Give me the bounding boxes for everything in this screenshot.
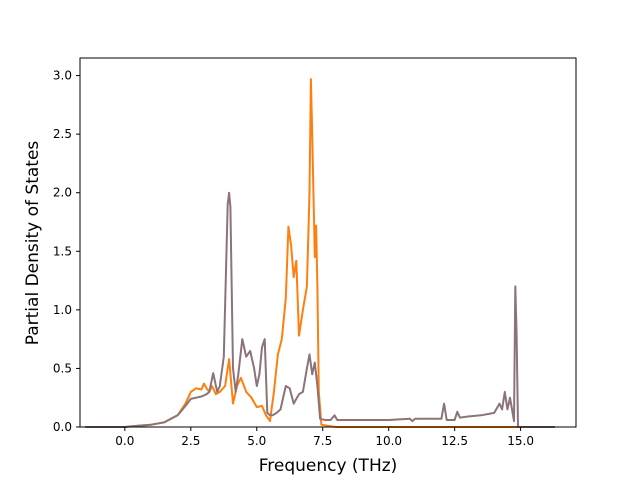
y-tick-label: 0.5 bbox=[53, 361, 72, 375]
y-tick-label: 0.0 bbox=[53, 420, 72, 434]
x-tick-label: 0.0 bbox=[115, 434, 134, 448]
y-tick-label: 1.5 bbox=[53, 244, 72, 258]
x-tick-label: 15.0 bbox=[507, 434, 534, 448]
y-tick-label: 3.0 bbox=[53, 69, 72, 83]
y-tick-label: 2.5 bbox=[53, 127, 72, 141]
y-tick-label: 1.0 bbox=[53, 303, 72, 317]
series-layer bbox=[85, 78, 555, 428]
y-tick-label: 2.0 bbox=[53, 186, 72, 200]
tick-layer: 0.0 2.5 5.0 7.5 10.0 12.5 15.0 0.0 0.5 1.0 1.5 2.0 2… bbox=[53, 69, 534, 448]
x-tick-label: 10.0 bbox=[375, 434, 402, 448]
x-tick-label: 7.5 bbox=[313, 434, 332, 448]
x-tick-label: 5.0 bbox=[247, 434, 266, 448]
axes-frame bbox=[79, 57, 577, 428]
x-tick-label: 2.5 bbox=[181, 434, 200, 448]
y-axis-title: Partial Density of States bbox=[23, 141, 43, 346]
series-line-2 bbox=[85, 191, 555, 428]
x-tick-label: 12.5 bbox=[441, 434, 468, 448]
series-line-1 bbox=[85, 78, 555, 428]
plot-area-frame bbox=[79, 57, 577, 428]
x-axis-title: Frequency (THz) bbox=[259, 456, 398, 476]
